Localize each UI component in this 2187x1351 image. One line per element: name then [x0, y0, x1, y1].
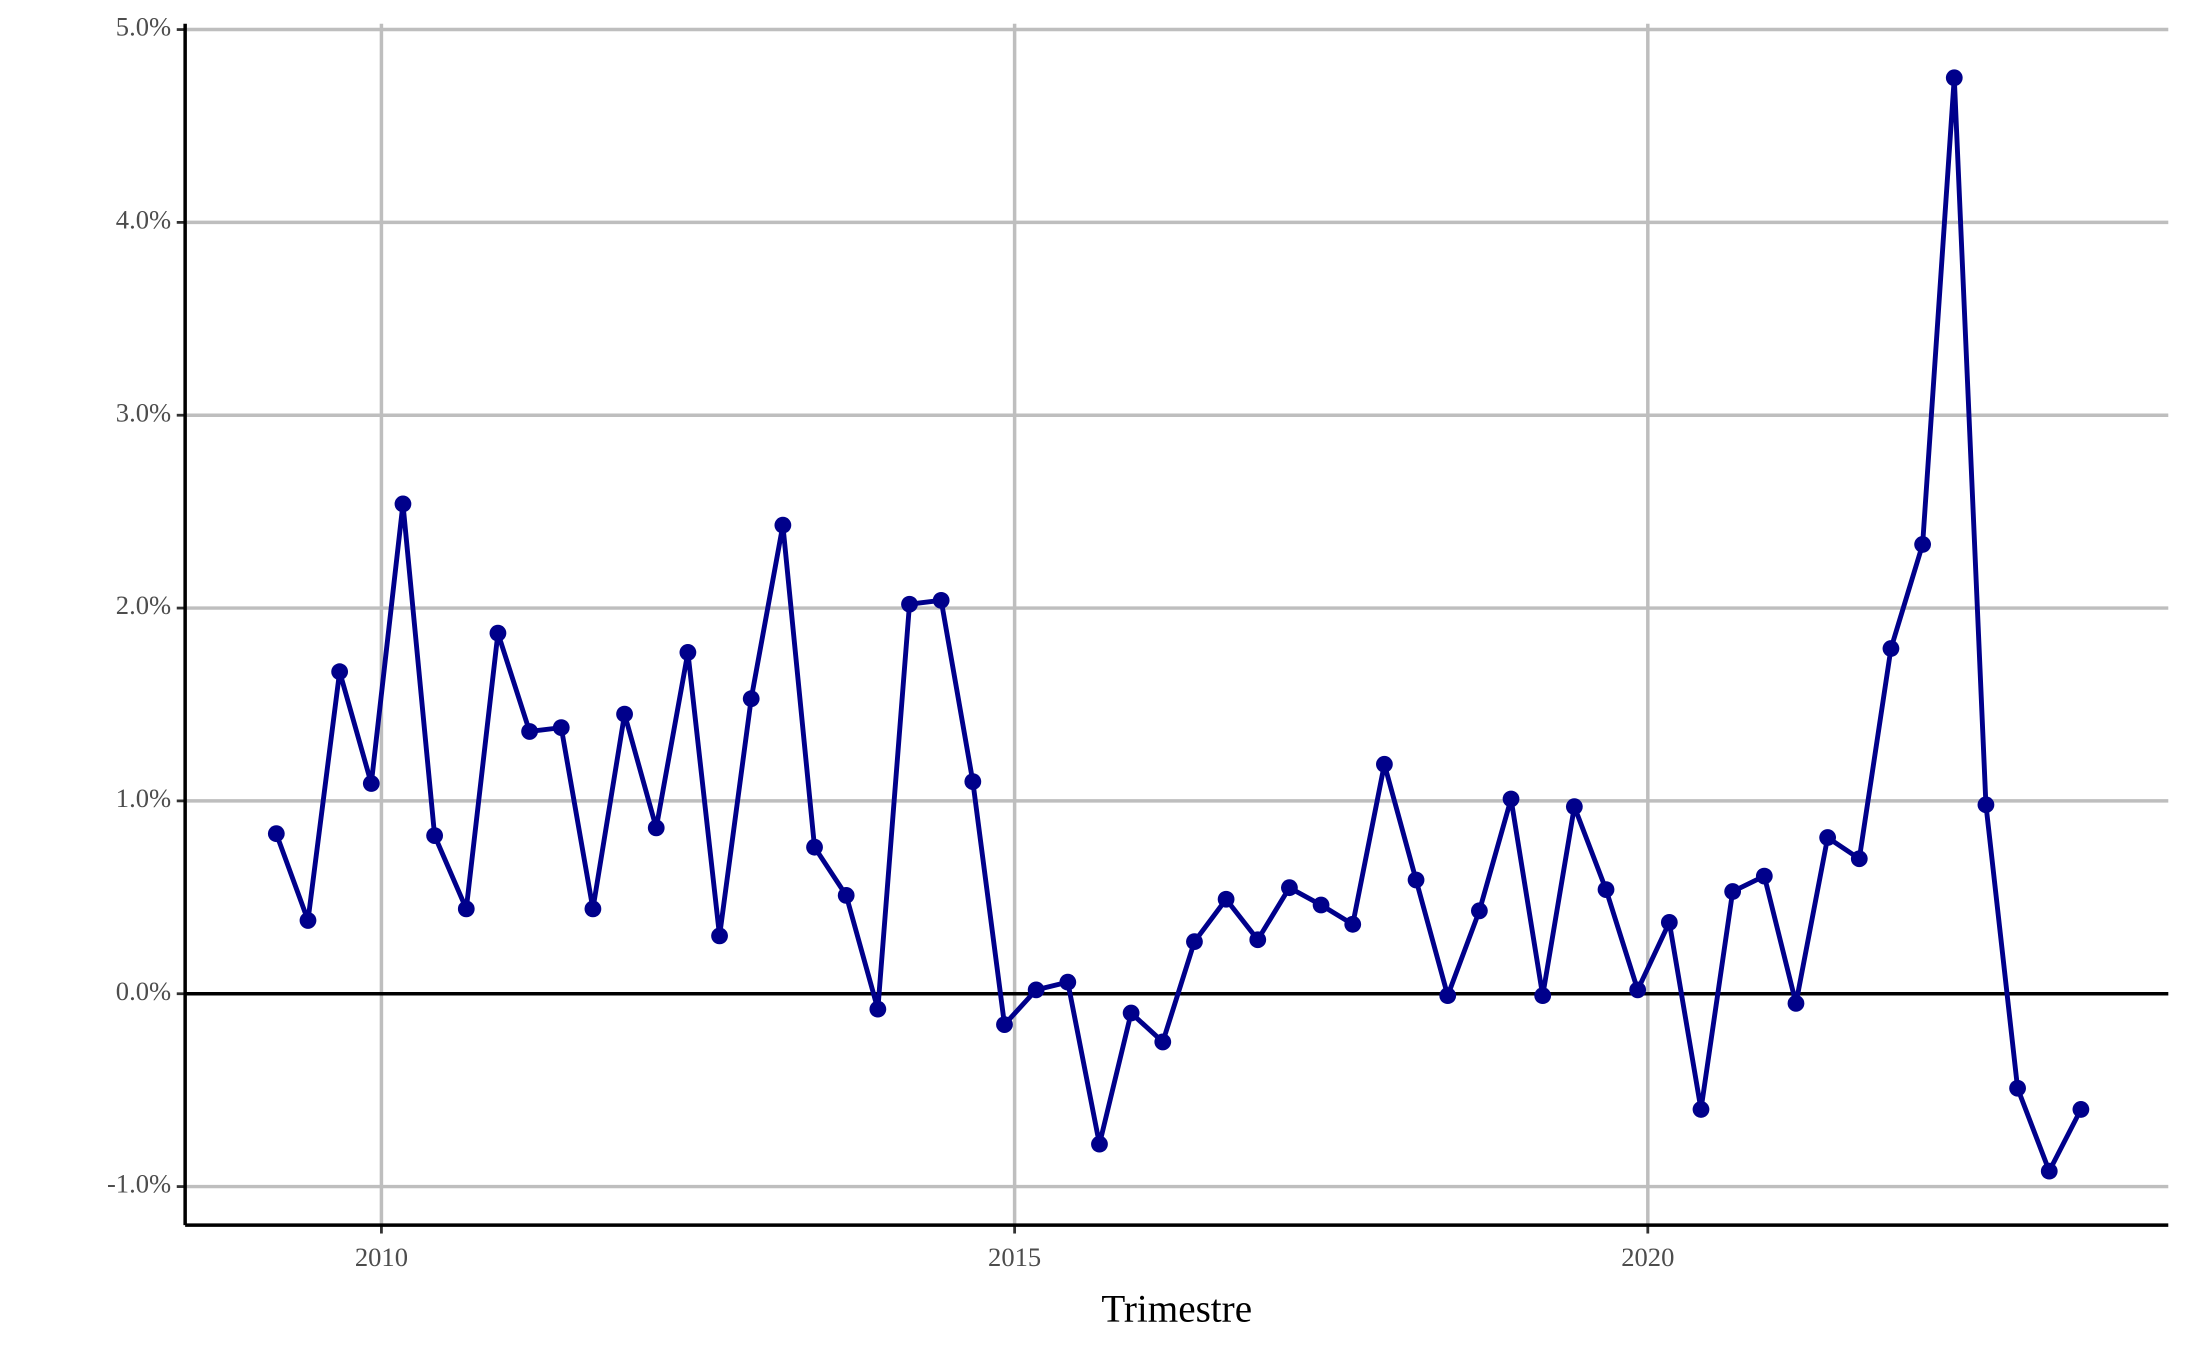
point [1534, 987, 1552, 1005]
y-tick-label: 0.0% [116, 976, 171, 1006]
y-tick-label: -1.0% [107, 1169, 171, 1199]
point [1154, 1033, 1172, 1051]
point [996, 1016, 1013, 1033]
point [1787, 994, 1805, 1012]
point [679, 644, 697, 661]
y-tick-label: 2.0% [116, 590, 171, 620]
point [1629, 981, 1647, 999]
point [1217, 890, 1235, 908]
x-axis-title: Trimestre [1101, 1288, 1252, 1331]
point [1660, 913, 1678, 931]
point [331, 663, 349, 681]
point [1439, 987, 1457, 1005]
y-tick-label: 1.0% [116, 783, 171, 813]
y-tick-label: 4.0% [116, 204, 171, 234]
point [1819, 829, 1837, 846]
point [616, 705, 633, 723]
point [489, 624, 507, 642]
point [584, 900, 602, 918]
point [299, 912, 317, 929]
point [1882, 640, 1900, 657]
point [267, 825, 285, 843]
line [274, 75, 2084, 1174]
point [1249, 931, 1267, 949]
x-tick-label: 2015 [988, 1242, 1041, 1272]
x-tick-label: 2020 [1621, 1242, 1674, 1272]
point [1186, 933, 1203, 951]
point [1122, 1004, 1140, 1022]
point [1027, 981, 1045, 999]
point [932, 591, 950, 609]
point [1376, 755, 1393, 773]
point [901, 595, 918, 613]
point [1281, 879, 1298, 897]
point [1565, 798, 1583, 816]
point [2009, 1079, 2026, 1097]
point [964, 773, 982, 791]
point [1692, 1101, 1710, 1118]
y-tick-label: 5.0% [116, 12, 171, 42]
point [742, 690, 760, 708]
point [1470, 902, 1488, 920]
y-tick-label: 3.0% [116, 397, 171, 427]
point [1755, 867, 1773, 885]
point [394, 495, 412, 513]
point [647, 819, 665, 837]
point [711, 927, 728, 945]
point [426, 827, 444, 844]
point [457, 900, 475, 918]
point [806, 838, 823, 856]
point [1914, 536, 1932, 553]
point [521, 723, 538, 740]
point [1091, 1135, 1108, 1153]
point [1597, 881, 1615, 898]
point [1850, 850, 1868, 868]
point [1502, 790, 1520, 808]
point [2072, 1101, 2090, 1118]
point [1977, 796, 1995, 814]
point [837, 886, 855, 904]
point [774, 516, 792, 534]
point [869, 1000, 887, 1018]
point [552, 719, 570, 737]
point [2040, 1162, 2058, 1180]
point [1059, 973, 1077, 991]
point [1312, 896, 1330, 914]
point [1945, 69, 1963, 87]
point [362, 775, 380, 792]
point [1344, 915, 1362, 933]
point [1407, 871, 1425, 889]
x-tick-label: 2010 [355, 1242, 408, 1272]
point [1724, 883, 1742, 900]
